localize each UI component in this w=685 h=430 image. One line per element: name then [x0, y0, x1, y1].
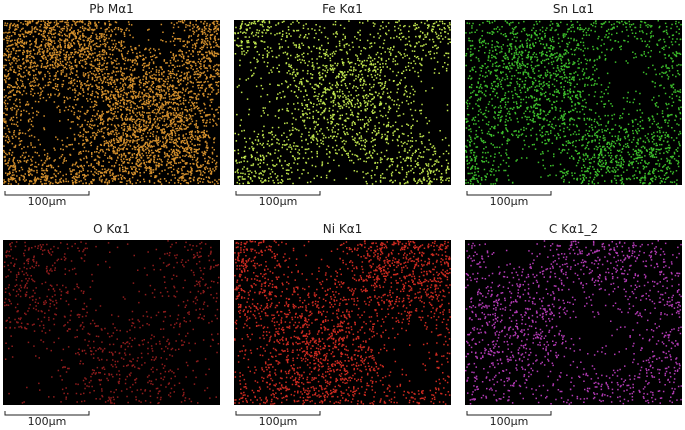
panel-title: Ni Kα1 [323, 222, 363, 236]
element-map [234, 20, 451, 185]
element-map [3, 240, 220, 405]
scale-bar [235, 411, 321, 416]
element-signal [465, 240, 682, 405]
element-map [3, 20, 220, 185]
element-signal [465, 20, 682, 185]
panel-title: Pb Mα1 [89, 2, 134, 16]
element-signal [234, 240, 451, 405]
scale-label: 100µm [259, 415, 298, 428]
scale-label: 100µm [259, 195, 298, 208]
scale-bar [4, 411, 90, 416]
element-map [465, 240, 682, 405]
scale-label: 100µm [490, 415, 529, 428]
scale-bar [235, 191, 321, 196]
panel-title: Fe Kα1 [322, 2, 363, 16]
scale-label: 100µm [490, 195, 529, 208]
panel-title: Sn Lα1 [553, 2, 594, 16]
scale-bar [466, 411, 552, 416]
scale-bar [466, 191, 552, 196]
panel-title: C Kα1_2 [549, 222, 598, 236]
element-map [465, 20, 682, 185]
scale-label: 100µm [28, 415, 67, 428]
panel-title: O Kα1 [93, 222, 130, 236]
element-signal [3, 20, 220, 185]
scale-bar [4, 191, 90, 196]
scale-label: 100µm [28, 195, 67, 208]
